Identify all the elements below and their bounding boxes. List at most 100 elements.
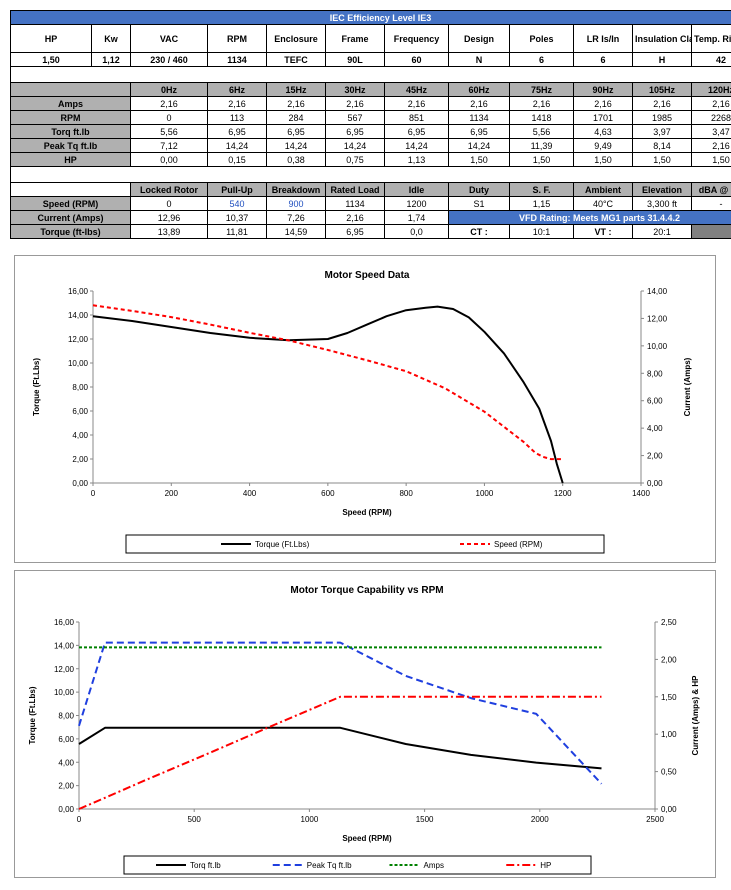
freq-value-cell: 0 — [130, 110, 208, 125]
freq-value-cell: 3,97 — [632, 124, 692, 139]
y-tick-label: 14,00 — [68, 311, 89, 320]
freq-value-cell: 5,56 — [509, 124, 574, 139]
series-line-3 — [78, 695, 602, 810]
vfd-rating: VFD Rating: Meets MG1 parts 31.4.4.2 — [447, 210, 731, 225]
perf-speed-cell: 1134 — [325, 196, 385, 211]
y-tick-label: 6,00 — [72, 407, 88, 416]
y-tick-label: 4,00 — [72, 431, 88, 440]
freq-value-cell: 3,47 — [690, 124, 731, 139]
freq-value-cell: 2,16 — [509, 96, 574, 111]
x-tick-label: 400 — [243, 489, 257, 498]
freq-value-cell: 14,24 — [448, 138, 510, 153]
legend-label: Peak Tq ft.lb — [307, 861, 352, 870]
freq-row-label: Peak Tq ft.lb — [10, 138, 131, 153]
y2-tick-label: 14,00 — [647, 287, 668, 296]
spec-header-cell: VAC — [130, 24, 208, 53]
freq-value-cell: 6,95 — [266, 124, 326, 139]
y2-tick-label: 0,50 — [661, 768, 677, 777]
y-tick-label: 10,00 — [68, 359, 89, 368]
freq-header-cell: 90Hz — [573, 82, 633, 97]
perf-torque-cell: 11,81 — [207, 224, 267, 239]
y-tick-label: 16,00 — [54, 618, 75, 627]
freq-value-cell: 2,16 — [266, 96, 326, 111]
chart-title: Motor Torque Capability vs RPM — [290, 585, 443, 596]
y-tick-label: 8,00 — [58, 712, 74, 721]
perf-row-label: Speed (RPM) — [10, 196, 131, 211]
spec-header-cell: Frequency — [384, 24, 449, 53]
series-line-1 — [92, 304, 563, 461]
freq-row-label: RPM — [10, 110, 131, 125]
freq-value-cell: 284 — [266, 110, 326, 125]
perf-speed-cell: 1200 — [384, 196, 449, 211]
freq-value-cell: 1,50 — [573, 152, 633, 167]
freq-value-cell: 6,95 — [325, 124, 385, 139]
perf-speed-cell: 540 — [207, 196, 267, 211]
efficiency-banner: IEC Efficiency Level IE3 — [9, 10, 731, 25]
motor-speed-chart-svg: Motor Speed Data 0,00 2,00 4,00 6,00 8,00 10,0… — [32, 270, 692, 554]
x-axis-label: Speed (RPM) — [342, 834, 392, 843]
separator-row — [9, 66, 731, 83]
spec-value-cell: 1,50 — [10, 52, 92, 67]
spec-header-cell: RPM — [207, 24, 267, 53]
x-tick-label: 0 — [91, 489, 96, 498]
perf-extra-cell: 1,15 — [509, 196, 574, 211]
spec-value-cell: H — [632, 52, 692, 67]
perf-current-cell: 10,37 — [207, 210, 267, 225]
x-axis-label: Speed (RPM) — [342, 508, 392, 517]
y2-tick-label: 2,50 — [661, 618, 677, 627]
spec-value-cell: 60 — [384, 52, 449, 67]
series-line-1 — [78, 641, 603, 785]
spec-header-cell: Enclosure — [266, 24, 326, 53]
perf-header-cell: Duty — [448, 182, 510, 197]
freq-value-cell: 2268 — [690, 110, 731, 125]
freq-value-cell: 7,12 — [130, 138, 208, 153]
x-tick-label: 1000 — [476, 489, 494, 498]
spec-value-cell: 1,12 — [91, 52, 131, 67]
freq-header-cell: 6Hz — [207, 82, 267, 97]
perf-extra-cell: S1 — [448, 196, 510, 211]
freq-value-cell: 5,56 — [130, 124, 208, 139]
freq-value-cell: 9,49 — [573, 138, 633, 153]
x-tick-label: 1000 — [301, 815, 319, 824]
freq-header-cell: 105Hz — [632, 82, 692, 97]
motor-spec-sheet: IEC Efficiency Level IE3 HP Kw VAC RPM Enclos… — [9, 10, 731, 239]
freq-value-cell: 6,95 — [207, 124, 267, 139]
spec-header-cell: Poles — [509, 24, 574, 53]
freq-value-cell: 0,75 — [325, 152, 385, 167]
perf-header-cell: Pull-Up — [207, 182, 267, 197]
y2-axis-label: Current (Amps) & HP — [691, 675, 700, 756]
perf-row-label: Torque (ft-lbs) — [10, 224, 131, 239]
y-tick-label: 10,00 — [54, 688, 75, 697]
perf-header-cell: Locked Rotor — [130, 182, 208, 197]
perf-header-cell: Rated Load — [325, 182, 385, 197]
y2-axis-label: Current (Amps) — [683, 357, 692, 416]
chart-title: Motor Speed Data — [324, 270, 409, 281]
freq-value-cell: 14,24 — [384, 138, 449, 153]
legend-label: Speed (RPM) — [494, 540, 543, 549]
x-tick-label: 500 — [188, 815, 202, 824]
empty-dark-cell — [690, 224, 731, 239]
freq-value-cell: 2,16 — [690, 138, 731, 153]
freq-value-cell: 1,50 — [509, 152, 574, 167]
freq-value-cell: 1,50 — [448, 152, 510, 167]
y-tick-label: 12,00 — [68, 335, 89, 344]
freq-value-cell: 2,16 — [632, 96, 692, 111]
perf-extra-cell: 3,300 ft — [632, 196, 692, 211]
x-tick-label: 1200 — [554, 489, 572, 498]
x-tick-label: 600 — [321, 489, 335, 498]
perf-torque-cell: 0,0 — [384, 224, 449, 239]
freq-value-cell: 2,16 — [384, 96, 449, 111]
spec-value-cell: 42 — [690, 52, 731, 67]
y2-tick-label: 0,00 — [647, 479, 663, 488]
y2-tick-label: 10,00 — [647, 342, 668, 351]
legend-label: HP — [540, 861, 551, 870]
y-tick-label: 16,00 — [68, 287, 89, 296]
perf-header-cell: Ambient — [573, 182, 633, 197]
y2-tick-label: 2,00 — [661, 655, 677, 664]
x-tick-label: 2500 — [646, 815, 664, 824]
y2-tick-label: 1,50 — [661, 693, 677, 702]
x-tick-label: 0 — [77, 815, 82, 824]
legend-box — [125, 534, 605, 554]
freq-value-cell: 567 — [325, 110, 385, 125]
spec-value-cell: 230 / 460 — [130, 52, 208, 67]
